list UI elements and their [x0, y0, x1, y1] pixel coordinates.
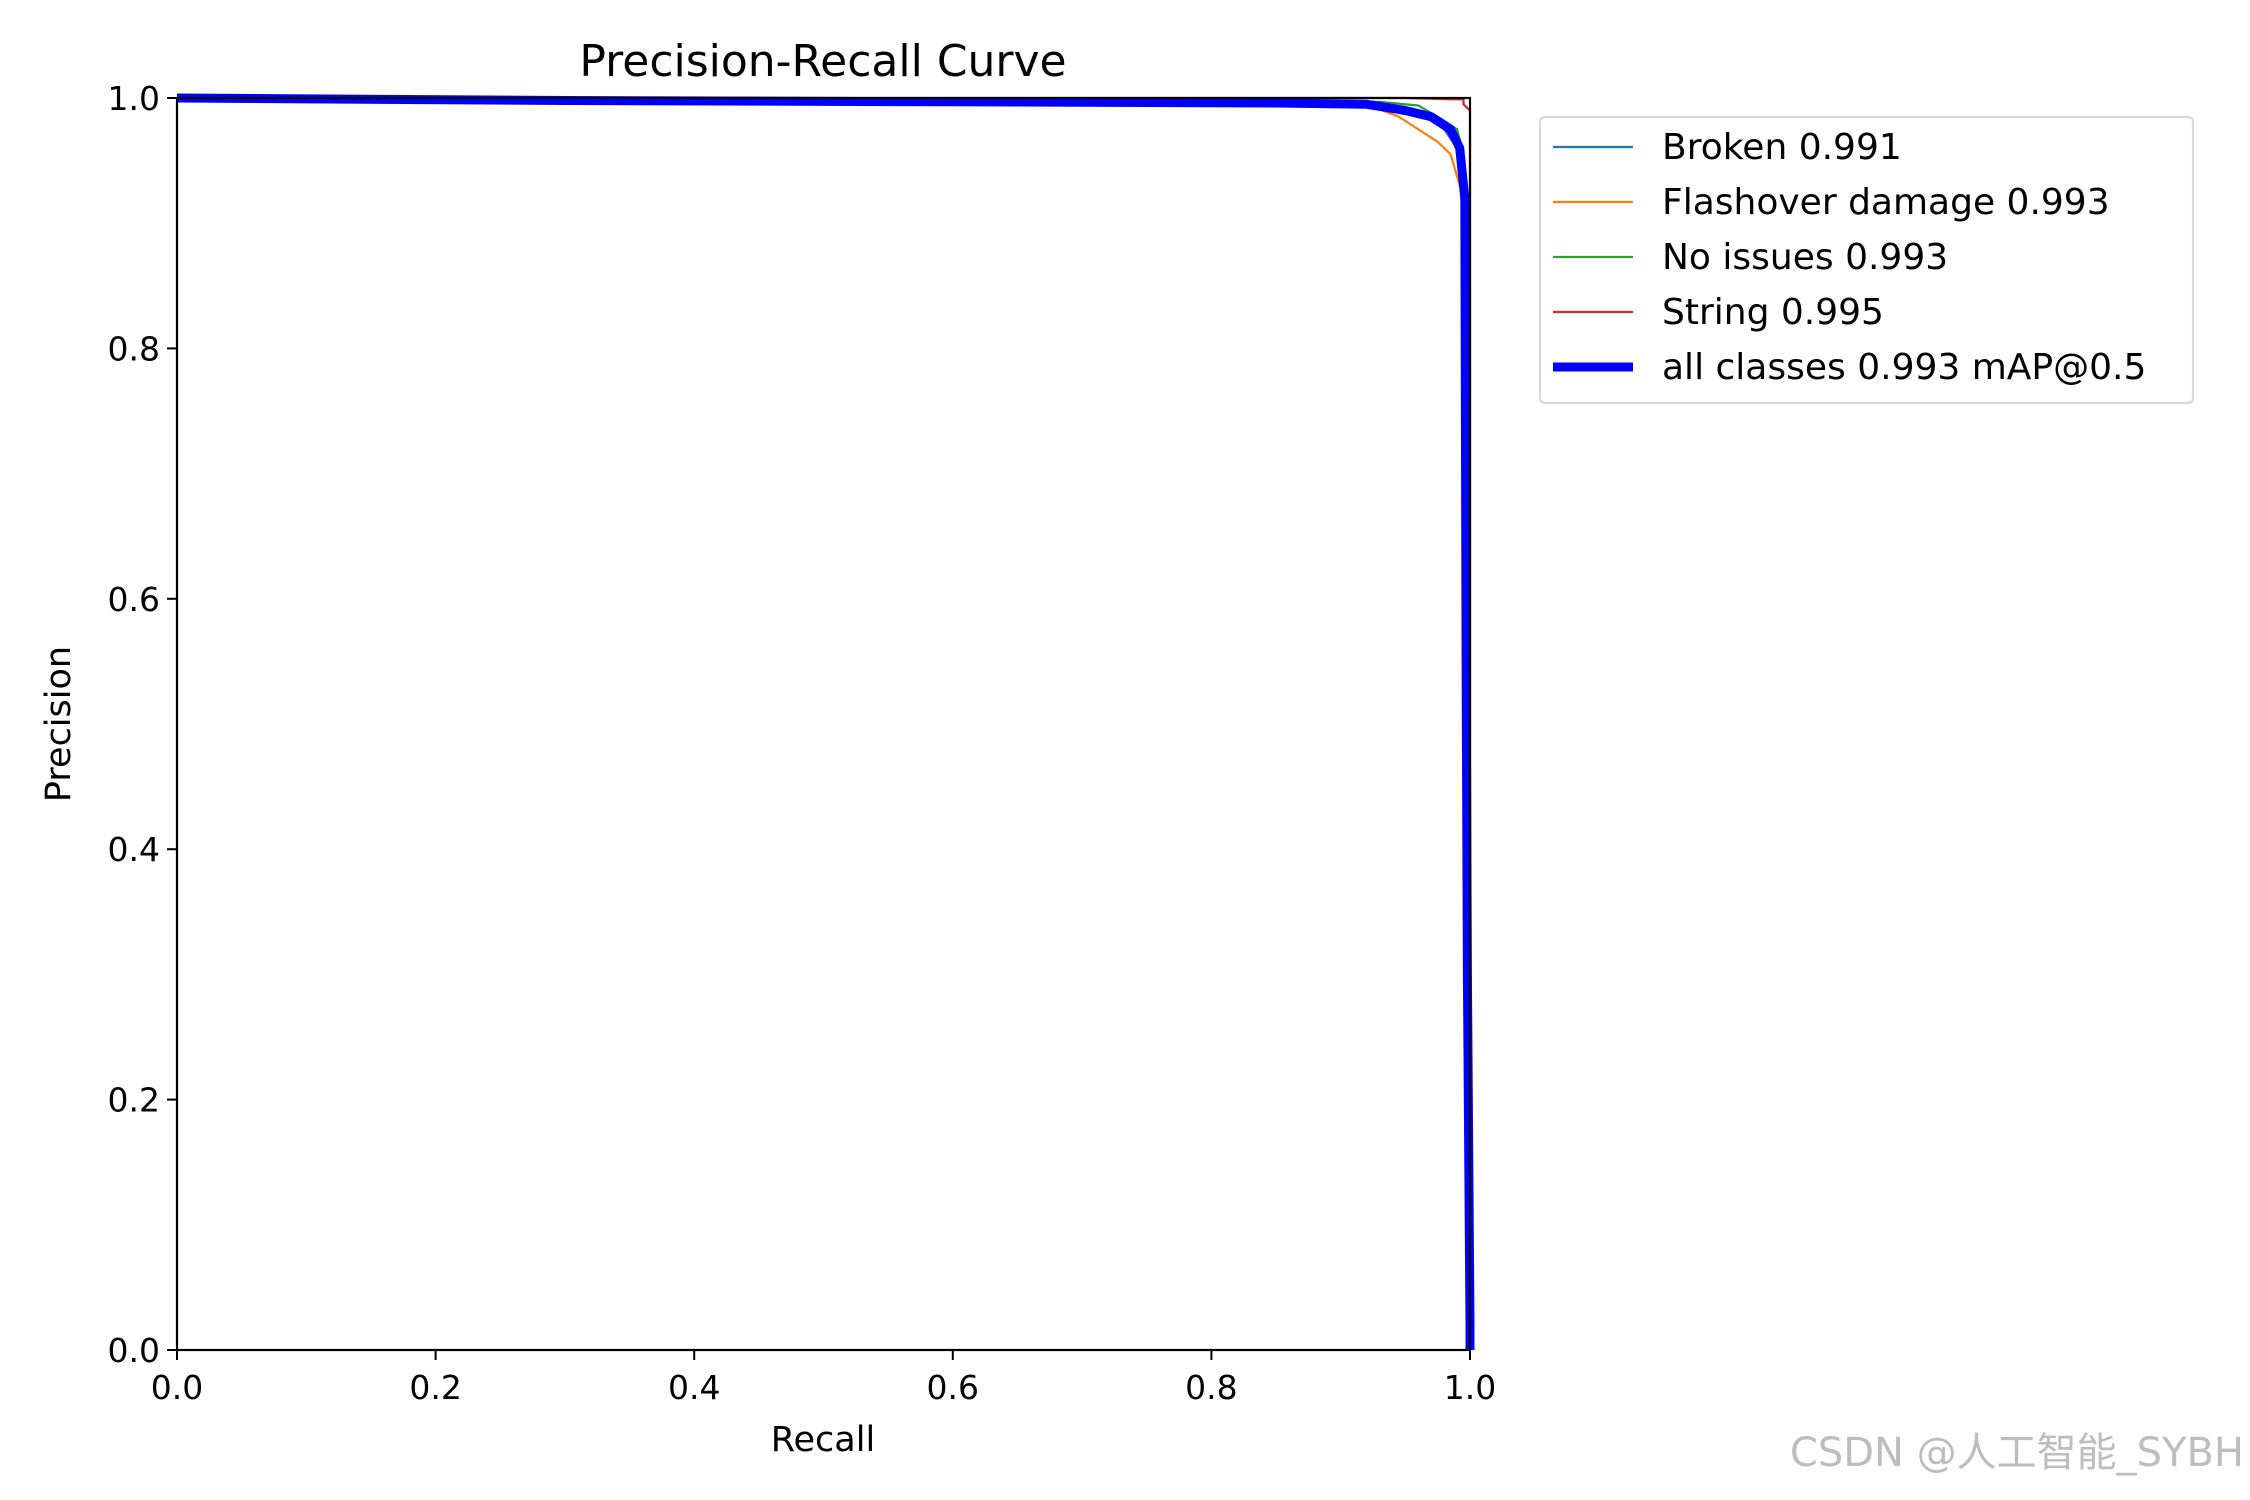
legend-label-3: String 0.995	[1662, 292, 1884, 333]
x-tick-label: 1.0	[1444, 1368, 1496, 1407]
x-tick-label: 0.4	[668, 1368, 720, 1407]
plot-frame	[175, 96, 1472, 1352]
chart-title: Precision-Recall Curve	[579, 36, 1066, 87]
watermark: CSDN @人工智能_SYBH	[1789, 1430, 2244, 1476]
legend-label-1: Flashover damage 0.993	[1662, 182, 2110, 223]
legend-label-4: all classes 0.993 mAP@0.5	[1662, 347, 2146, 388]
y-tick-label: 1.0	[108, 79, 160, 118]
y-axis-title: Precision	[39, 646, 79, 802]
x-tick-label: 0.8	[1185, 1368, 1237, 1407]
x-tick-label: 0.6	[927, 1368, 979, 1407]
legend-label-0: Broken 0.991	[1662, 127, 1902, 168]
y-tick-label: 0.2	[108, 1081, 160, 1120]
legend-box	[1538, 115, 2195, 405]
legend-label-2: No issues 0.993	[1662, 237, 1948, 278]
x-tick-label: 0.2	[409, 1368, 461, 1407]
y-tick-label: 0.6	[108, 580, 160, 619]
x-tick-label: 0.0	[151, 1368, 203, 1407]
series-line-4	[176, 93, 1475, 1350]
y-tick-label: 0.0	[108, 1331, 160, 1370]
y-tick-label: 0.8	[108, 329, 160, 368]
y-axis: 0.0 0.2 0.4 0.6 0.8 1.0	[108, 79, 177, 1370]
y-tick-label: 0.4	[108, 830, 160, 869]
legend: Broken 0.991 Flashover damage 0.993 No iss…	[1538, 115, 2195, 405]
x-axis: 0.0 0.2 0.4 0.6 0.8 1.0	[151, 1350, 1496, 1407]
x-axis-title: Recall	[771, 1420, 875, 1460]
